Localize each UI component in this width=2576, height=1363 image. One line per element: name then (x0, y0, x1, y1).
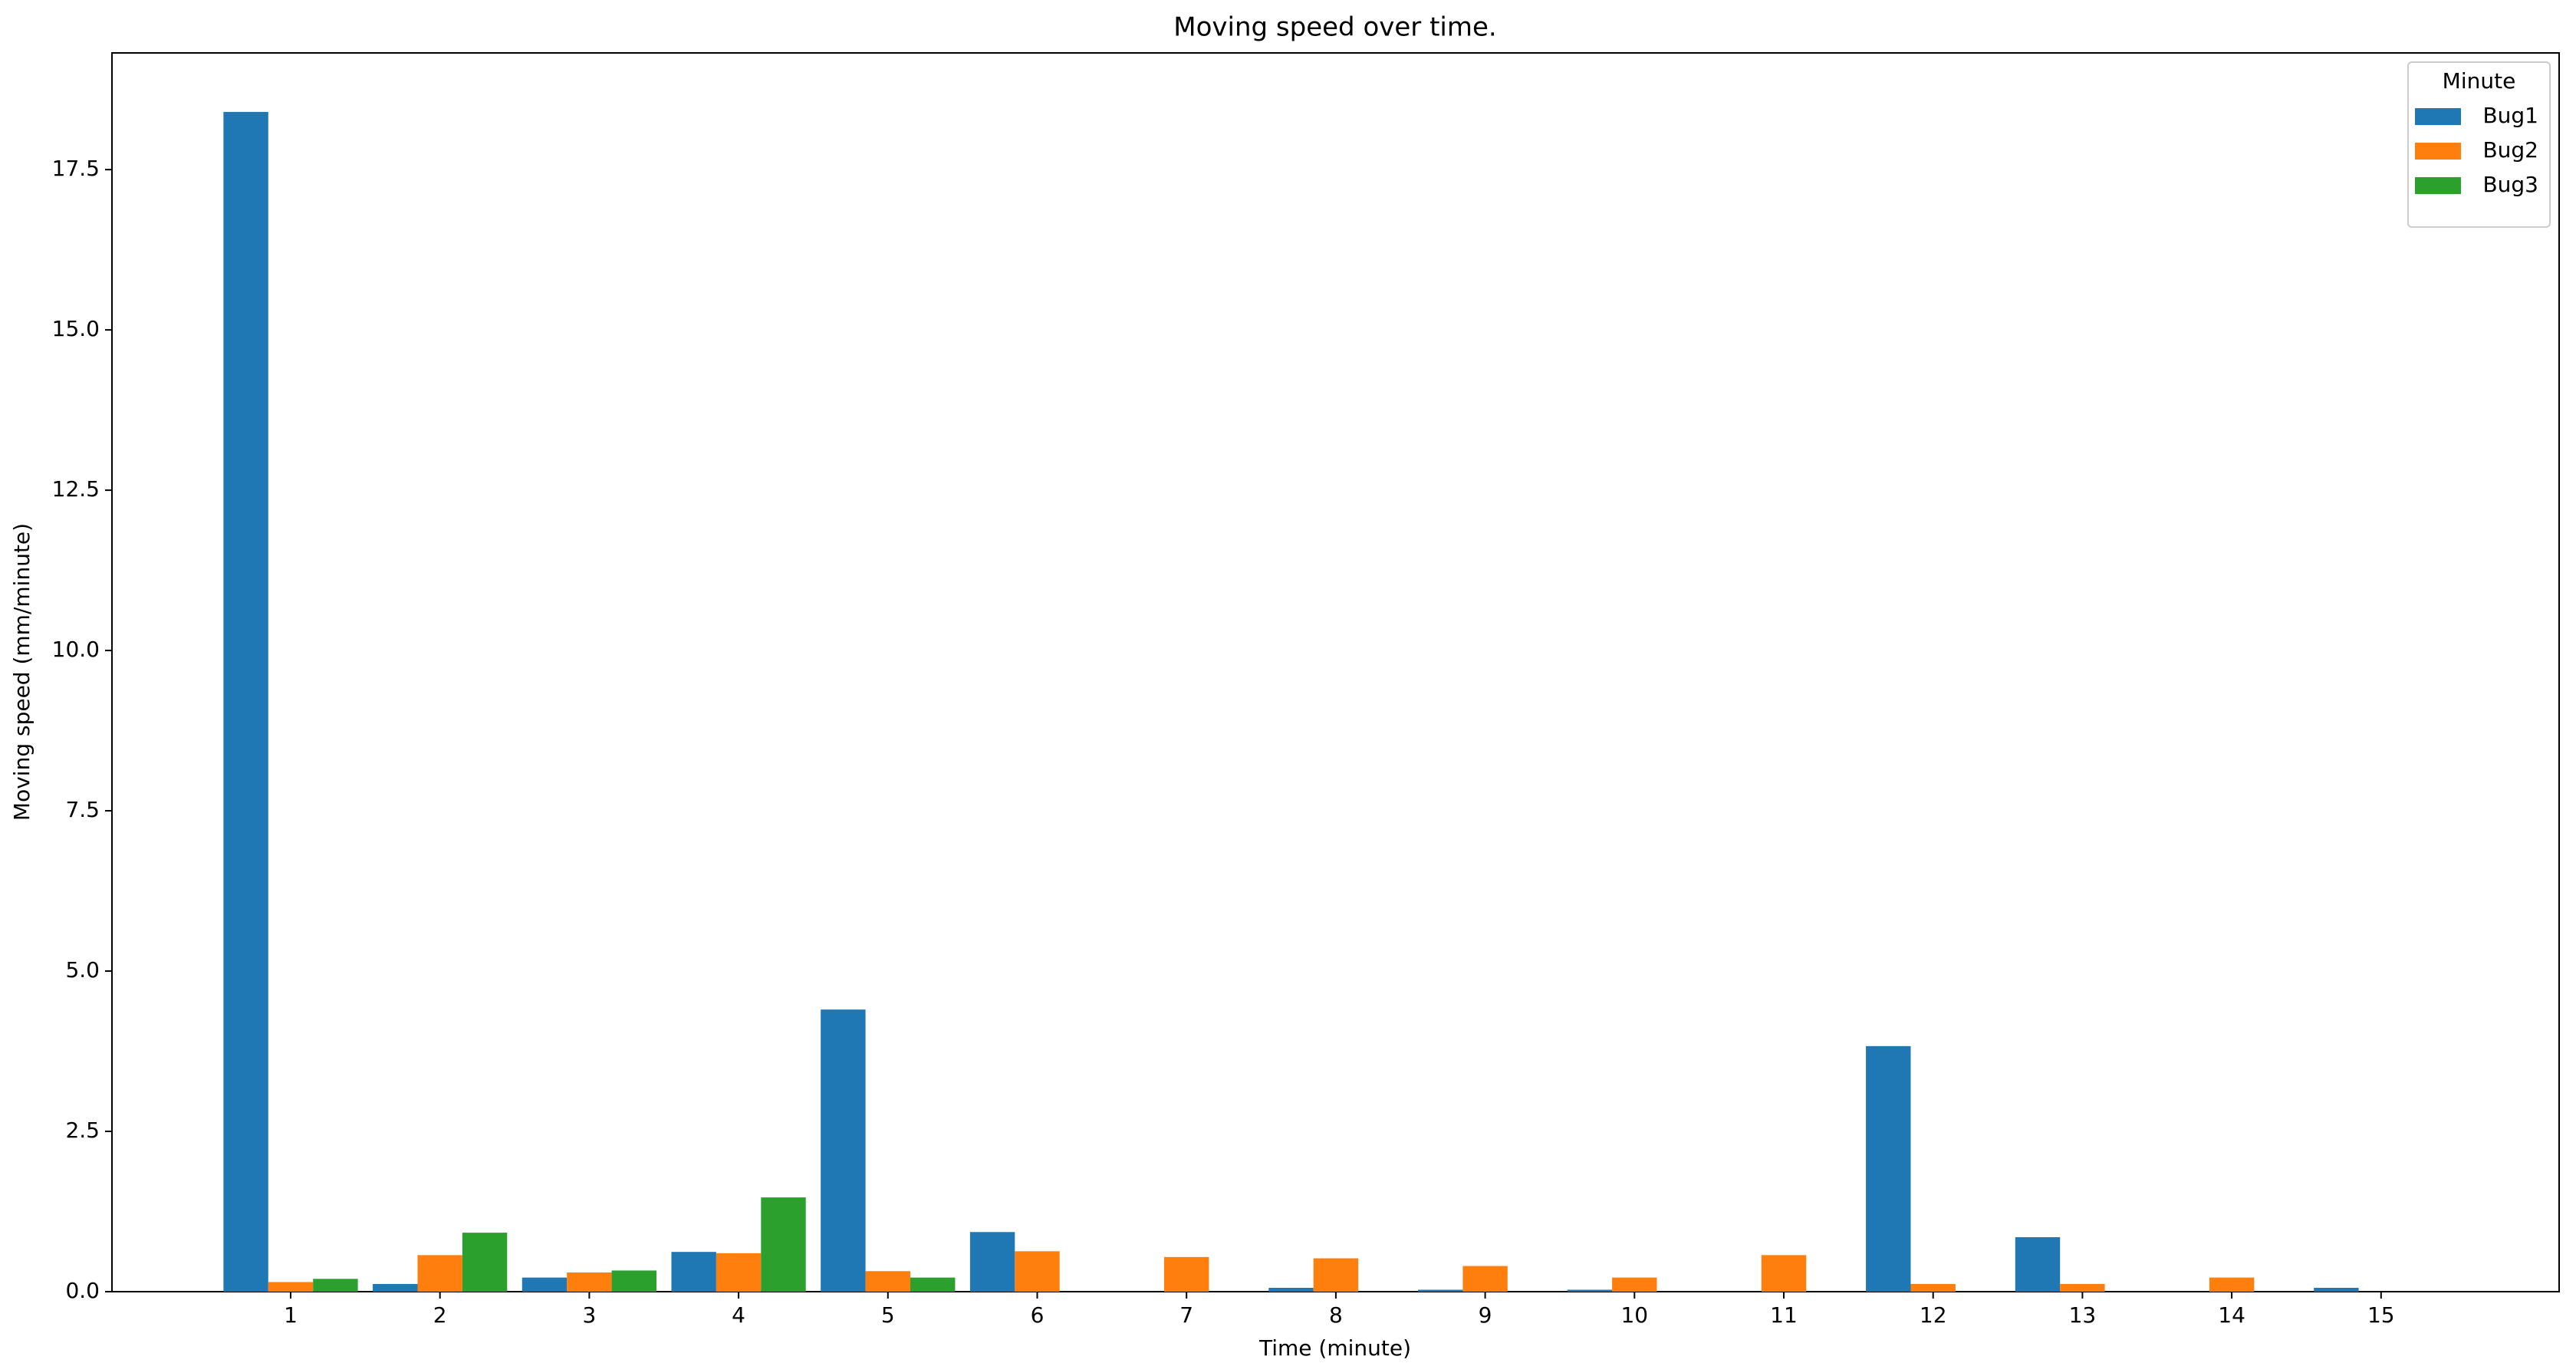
x-tick-label: 14 (2218, 1302, 2245, 1328)
plot-frame (111, 52, 2560, 1292)
legend-label: Bug3 (2482, 172, 2538, 197)
bar (373, 1283, 418, 1292)
y-tick-label: 5.0 (65, 957, 100, 983)
bar (223, 111, 268, 1292)
x-tick-label: 10 (1620, 1302, 1648, 1328)
bar (1268, 1287, 1314, 1292)
bar (1910, 1283, 1956, 1292)
x-tick-label: 13 (2069, 1302, 2097, 1328)
bar (417, 1255, 462, 1292)
x-tick-label: 2 (433, 1302, 447, 1328)
y-tick-label: 2.5 (65, 1118, 100, 1143)
x-tick-label: 15 (2367, 1302, 2395, 1328)
x-tick-label: 1 (284, 1302, 298, 1328)
x-tick-label: 11 (1770, 1302, 1798, 1328)
y-axis-label: Moving speed (mm/minute) (9, 523, 35, 821)
bar (969, 1232, 1015, 1292)
bar (1612, 1277, 1657, 1292)
x-axis-label: Time (minute) (1258, 1335, 1411, 1361)
x-tick-label: 12 (1920, 1302, 1947, 1328)
bar (671, 1252, 716, 1292)
x-tick-label: 5 (881, 1302, 895, 1328)
bar (716, 1253, 762, 1292)
bar (2060, 1283, 2105, 1292)
x-tick-label: 9 (1479, 1302, 1492, 1328)
bar (611, 1270, 657, 1292)
legend-label: Bug2 (2482, 137, 2538, 163)
bar (865, 1271, 911, 1292)
chart-title: Moving speed over time. (1173, 12, 1496, 43)
bar (2209, 1277, 2255, 1292)
bar (1313, 1258, 1359, 1292)
y-tick-label: 7.5 (65, 797, 100, 822)
y-tick-label: 15.0 (52, 316, 100, 341)
x-tick-label: 6 (1031, 1302, 1045, 1328)
bar (313, 1279, 358, 1292)
bar (462, 1233, 508, 1292)
legend-swatch (2415, 108, 2461, 125)
x-tick-label: 4 (732, 1302, 745, 1328)
bar (1163, 1256, 1209, 1292)
bar (2314, 1287, 2359, 1292)
bar (2015, 1236, 2061, 1292)
bar (761, 1197, 806, 1292)
bar (1015, 1251, 1060, 1292)
bar (567, 1272, 612, 1292)
x-tick-label: 8 (1329, 1302, 1343, 1328)
bar (1866, 1045, 1911, 1292)
legend-swatch (2415, 143, 2461, 160)
legend-swatch (2415, 177, 2461, 194)
bar (1567, 1289, 1613, 1292)
bar (1462, 1266, 1508, 1292)
bar (910, 1277, 956, 1292)
y-tick-label: 0.0 (65, 1278, 100, 1303)
y-tick-label: 12.5 (52, 476, 100, 502)
bar (268, 1282, 314, 1292)
y-tick-label: 17.5 (52, 156, 100, 181)
bar (1417, 1289, 1463, 1292)
x-tick-label: 7 (1179, 1302, 1193, 1328)
legend-title: Minute (2443, 68, 2516, 94)
legend-label: Bug1 (2482, 103, 2538, 128)
x-tick-label: 3 (582, 1302, 596, 1328)
bar (821, 1009, 866, 1292)
bar (1761, 1255, 1807, 1292)
y-tick-label: 10.0 (52, 637, 100, 662)
bar (521, 1277, 568, 1292)
